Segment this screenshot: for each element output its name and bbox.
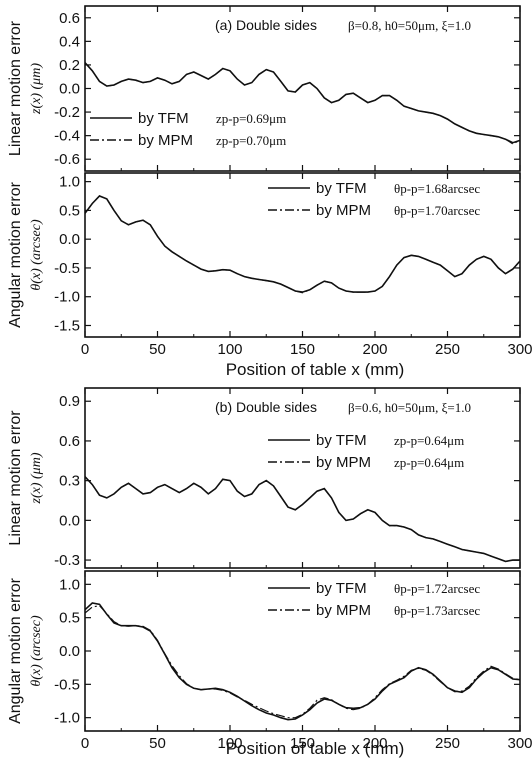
y-tick-label: -0.2 <box>54 104 80 121</box>
x-tick-label: 250 <box>435 341 460 358</box>
legend-stat: zp-p=0.64μm <box>394 433 464 448</box>
legend-stat: θp-p=1.68arcsec <box>394 181 480 196</box>
y-tick-label: 0.6 <box>59 433 80 450</box>
y-tick-label: 0.5 <box>59 610 80 627</box>
series-line-by-tfm <box>84 602 521 721</box>
plot-frame <box>84 172 521 338</box>
y-tick-label: 0.0 <box>59 512 80 529</box>
y-tick-label: -1.5 <box>54 317 80 334</box>
chart-a-angular: 0 50 100 150 200 250 300 -1.5 -1.0 -0.5 0.0 0.5 1.0 A… <box>7 172 532 358</box>
x-tick-label: 300 <box>507 341 532 358</box>
y-axis-unit: z(x) (μm) <box>29 63 44 115</box>
panel-label: (b) Double sides <box>215 399 317 415</box>
x-tick-label: 50 <box>149 341 166 358</box>
y-tick-label: 0.0 <box>59 643 80 660</box>
series-line-by-mpm <box>84 195 521 294</box>
legend-label: by MPM <box>138 132 193 149</box>
y-tick-label: 0.4 <box>59 33 80 50</box>
y-tick-label: -0.5 <box>54 676 80 693</box>
panel-b: -0.3 0.0 0.3 0.6 0.9 Linear motion error z(x) … <box>7 387 532 758</box>
y-tick-label: 1.0 <box>59 174 80 191</box>
x-tick-label: 100 <box>217 341 242 358</box>
chart-a-linear: -0.6 -0.4 -0.2 0.0 0.2 0.4 0.6 Linear motion er… <box>7 5 521 172</box>
chart-b-angular: 0 50 100 150 200 250 300 -1.0 -0.5 0.0 0.5 1.0 Angul… <box>7 570 532 752</box>
legend-label: by TFM <box>316 432 367 449</box>
x-axis-label-b: Position of table x (mm) <box>226 739 405 758</box>
x-axis-label-a: Position of table x (mm) <box>226 360 405 379</box>
legend-label: by MPM <box>316 202 371 219</box>
legend-label: by TFM <box>316 180 367 197</box>
panel-params: β=0.8, h0=50μm, ξ=1.0 <box>348 18 471 33</box>
chart-b-linear: -0.3 0.0 0.3 0.6 0.9 Linear motion error z(x) … <box>7 387 521 569</box>
legend-label: by MPM <box>316 602 371 619</box>
y-tick-label: 0.0 <box>59 81 80 98</box>
x-tick-label: 100 <box>217 735 242 752</box>
y-tick-label: -1.0 <box>54 289 80 306</box>
panel-label: (a) Double sides <box>215 17 317 33</box>
x-tick-label: 150 <box>290 735 315 752</box>
x-tick-label: 0 <box>81 735 89 752</box>
y-axis-title: Angular motion error <box>7 181 24 328</box>
y-tick-label: -1.0 <box>54 710 80 727</box>
legend-stat: zp-p=0.64μm <box>394 455 464 470</box>
series-line-by-tfm <box>84 62 521 144</box>
series-line-by-mpm <box>84 476 520 563</box>
y-tick-label: -0.3 <box>54 552 80 569</box>
y-axis-title: Angular motion error <box>7 577 24 724</box>
y-tick-label: 0.5 <box>59 202 80 219</box>
y-tick-label: -0.4 <box>54 128 80 145</box>
legend-stat: zp-p=0.69μm <box>216 111 286 126</box>
series-line-by-mpm <box>84 605 521 719</box>
legend-label: by TFM <box>138 110 189 127</box>
series-line-by-mpm <box>84 62 521 145</box>
x-tick-label: 50 <box>149 735 166 752</box>
y-tick-label: 1.0 <box>59 576 80 593</box>
y-axis-unit: θ(x) (arcsec) <box>29 615 44 687</box>
y-axis-title: Linear motion error <box>7 20 24 156</box>
x-tick-label: 200 <box>362 341 387 358</box>
legend-stat: zp-p=0.70μm <box>216 133 286 148</box>
y-tick-label: 0.3 <box>59 473 80 490</box>
y-tick-label: 0.0 <box>59 231 80 248</box>
x-tick-label: 250 <box>435 735 460 752</box>
legend-label: by TFM <box>316 580 367 597</box>
x-tick-label: 150 <box>290 341 315 358</box>
y-tick-label: 0.6 <box>59 10 80 27</box>
y-tick-label: 0.2 <box>59 57 80 74</box>
y-tick-label: -0.5 <box>54 260 80 277</box>
legend-stat: θp-p=1.72arcsec <box>394 581 480 596</box>
y-axis-unit: θ(x) (arcsec) <box>29 219 44 291</box>
legend-label: by MPM <box>316 454 371 471</box>
x-tick-label: 200 <box>362 735 387 752</box>
y-tick-label: -0.6 <box>54 151 80 168</box>
y-tick-label: 0.9 <box>59 393 80 410</box>
panel-params: β=0.6, h0=50μm, ξ=1.0 <box>348 400 471 415</box>
legend-stat: θp-p=1.70arcsec <box>394 203 480 218</box>
y-axis-unit: z(x) (μm) <box>29 452 44 504</box>
x-tick-label: 300 <box>507 735 532 752</box>
legend-stat: θp-p=1.73arcsec <box>394 603 480 618</box>
x-tick-label: 0 <box>81 341 89 358</box>
plot-frame <box>84 387 521 569</box>
y-axis-title: Linear motion error <box>7 410 24 546</box>
series-line-by-tfm <box>84 476 520 563</box>
panel-a: -0.6 -0.4 -0.2 0.0 0.2 0.4 0.6 Linear motion er… <box>7 5 532 379</box>
